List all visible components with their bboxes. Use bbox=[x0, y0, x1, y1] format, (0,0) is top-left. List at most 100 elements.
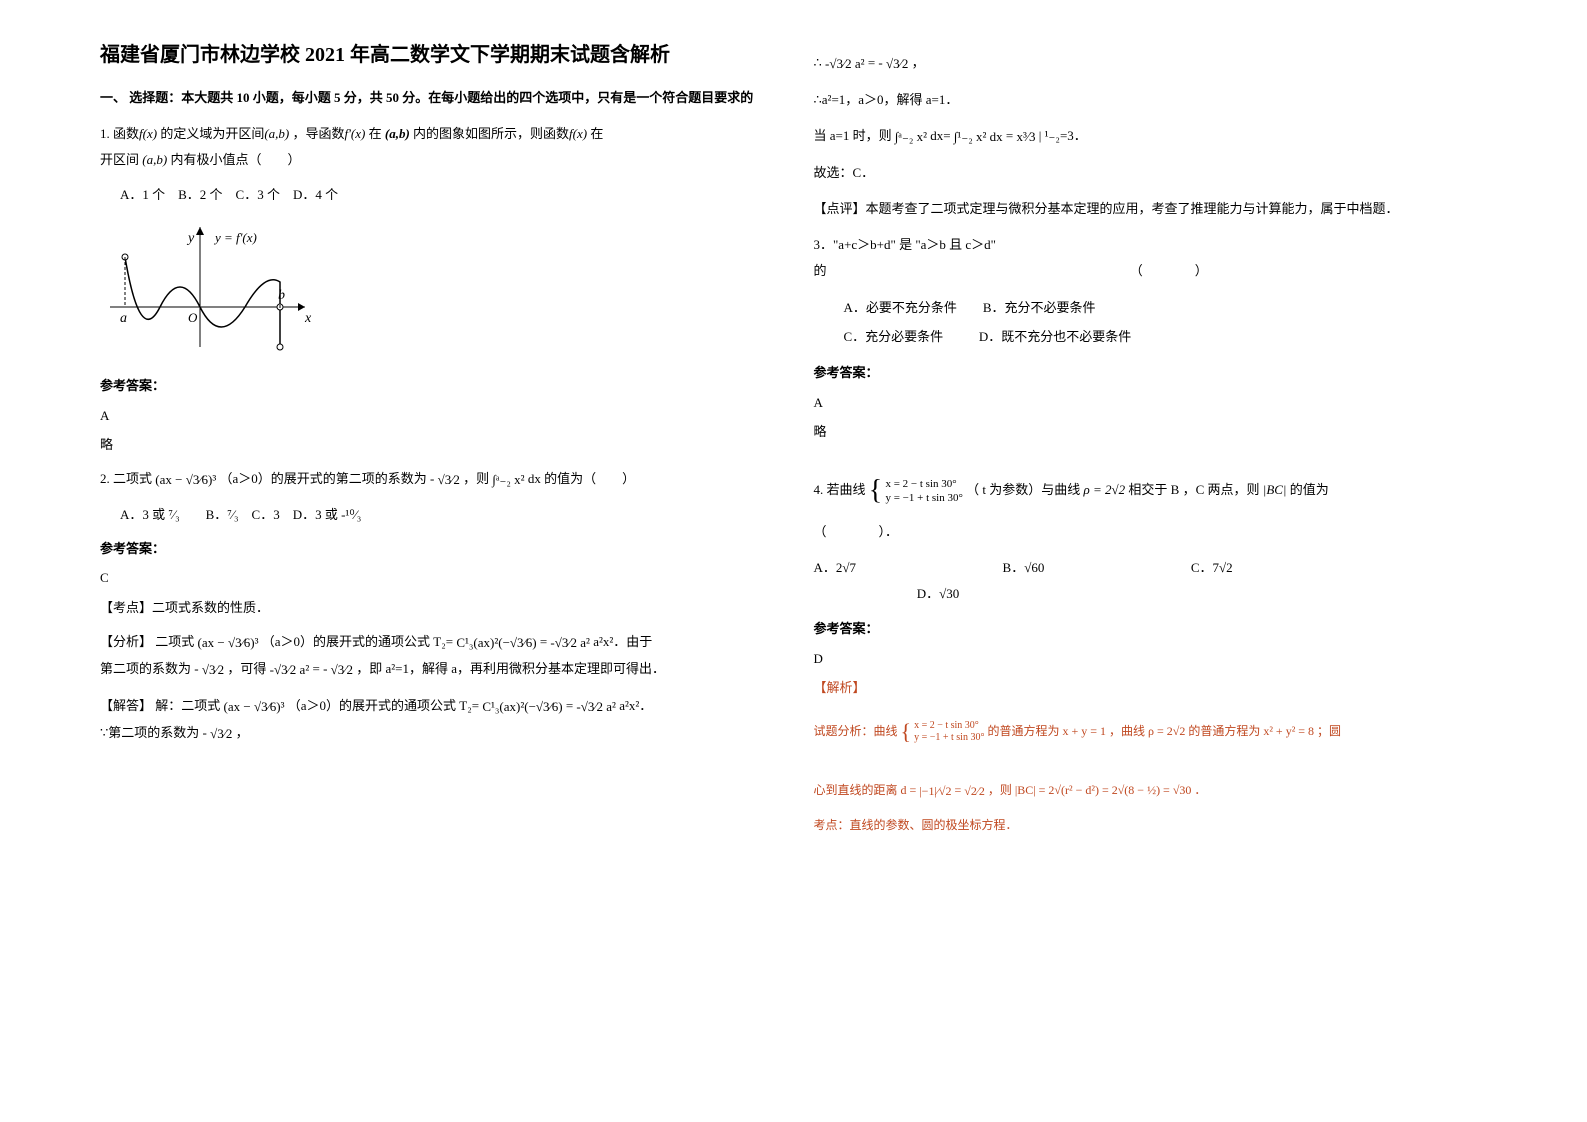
svg-text:y = f'(x): y = f'(x) bbox=[213, 230, 257, 245]
q2-ana-l2d: ，即 a²=1，解得 a，再利用微积分基本定理即可得出． bbox=[356, 661, 665, 676]
q1-text-2: ，导函数 bbox=[293, 126, 345, 141]
q2-solve-f1: (ax − √3⁄6)³ bbox=[224, 694, 285, 720]
q4-answer: D bbox=[814, 647, 1488, 670]
q1-fx-1: f(x) bbox=[139, 126, 157, 141]
col2-line1: ∴ -√3⁄2 a² = - √3⁄2 ， bbox=[814, 50, 1488, 77]
col2-commentary: 【点评】本题考查了二项式定理与微积分基本定理的应用，考查了推理能力与计算能力，属… bbox=[814, 196, 1488, 222]
q2-ana-f3: -√3⁄2 a² bbox=[550, 630, 590, 656]
q4-choice-d: D．√30 bbox=[917, 586, 960, 601]
q4-prefix: 4. 若曲线 bbox=[814, 482, 869, 497]
q2-integral-tail: dx 的值为（ ） bbox=[528, 471, 635, 486]
c2-l3b: dx= bbox=[930, 128, 954, 143]
q4-choice-c: C．7√2 bbox=[1191, 560, 1233, 575]
q2-ana-f2: C¹₃(ax)²(−√3⁄6) bbox=[456, 630, 536, 656]
q2-since-f: √3⁄2 bbox=[210, 721, 232, 747]
q1-text-1: 的定义域为开区间 bbox=[160, 126, 264, 141]
q2-tail: ，则 bbox=[463, 471, 492, 486]
q1-answer-label: 参考答案： bbox=[100, 374, 774, 397]
q2-analysis-label: 【分析】 bbox=[100, 634, 152, 649]
q4-choice-b: B．√60 bbox=[1003, 560, 1045, 575]
c2-l3c: = bbox=[1006, 128, 1017, 143]
q2-answer: C bbox=[100, 566, 774, 589]
q2-prefix: 2. 二项式 bbox=[100, 471, 155, 486]
q4-choice-a: A．2√7 bbox=[814, 560, 857, 575]
q4-ana-1: 试题分析：曲线 bbox=[814, 723, 901, 737]
q4-analysis: 试题分析：曲线 { x = 2 − t sin 30° y = −1 + t s… bbox=[814, 710, 1488, 803]
q4-paren: （ ）． bbox=[814, 524, 899, 539]
q1-fpx: f'(x) bbox=[345, 126, 366, 141]
q4-mid1: （ t 为参数）与曲线 bbox=[966, 482, 1083, 497]
q2-choices: A．3 或 ⁷⁄₃ B．⁷⁄₃ C．3 D．3 或 -¹⁰⁄₃ bbox=[120, 503, 774, 526]
svg-text:x: x bbox=[304, 311, 312, 326]
q4-ana-3f2: √2⁄2 bbox=[964, 779, 985, 803]
q2-ana-l2a: 第二项的系数为 - bbox=[100, 661, 202, 676]
q2-ana-l2-f1: √3⁄2 bbox=[202, 657, 224, 683]
q4-ana-eq2: y = −1 + t sin 30° bbox=[914, 732, 984, 743]
q2-ana-1: 二项式 bbox=[155, 634, 197, 649]
left-column: 福建省厦门市林边学校 2021 年高二数学文下学期期末试题含解析 一、 选择题：… bbox=[80, 40, 794, 1082]
question-2: 2. 二项式 (ax − √3⁄6)³ （a＞0）的展开式的第二项的系数为 - … bbox=[100, 466, 774, 493]
q3-choice-b: B．充分不必要条件 bbox=[983, 300, 1096, 315]
q4-ana-eq1: x = 2 − t sin 30° bbox=[914, 720, 979, 731]
q1-brief: 略 bbox=[100, 433, 774, 456]
q1-ab-3: (a,b) bbox=[142, 152, 167, 167]
q2-answer-label: 参考答案： bbox=[100, 537, 774, 560]
col2-line4: 故选：C． bbox=[814, 160, 1488, 186]
svg-text:b: b bbox=[278, 288, 285, 303]
q4-mid2: 相交于 B ，C 两点，则 bbox=[1128, 482, 1262, 497]
q2-solve-4: a²x²． bbox=[619, 698, 652, 713]
q3-text2: 的 bbox=[814, 263, 827, 278]
q1-line2-1: 内有极小值点（ ） bbox=[170, 152, 300, 167]
q2-ana-l2b: ，可得 bbox=[227, 661, 269, 676]
col2-line3: 当 a=1 时，则 ∫ᵃ₋₂ x² dx= ∫¹₋₂ x² dx = x³⁄3 … bbox=[814, 123, 1488, 150]
q4-choices: A．2√7 B．√60 C．7√2 D．√30 bbox=[814, 555, 1488, 607]
q2-ana-3: = bbox=[540, 634, 551, 649]
document-title: 福建省厦门市林边学校 2021 年高二数学文下学期期末试题含解析 bbox=[100, 40, 774, 70]
q3-paren: （ ） bbox=[1130, 258, 1208, 284]
q3-text: 3．"a+c＞b+d" 是 "a＞b 且 c＞d" bbox=[814, 232, 1488, 258]
c2-l3-f1: ∫ᵃ₋₂ x² bbox=[895, 124, 927, 150]
q3-answer-label: 参考答案： bbox=[814, 361, 1488, 384]
q2-solve-f3: -√3⁄2 a² bbox=[576, 694, 616, 720]
q2-ana-4: a²x²．由于 bbox=[593, 634, 652, 649]
q2-mid: （a＞0）的展开式的第二项的系数为 - bbox=[219, 471, 437, 486]
q4-ana-3c: ，则 |BC| = 2√(r² − d²) = 2√(8 − ½) = √30 … bbox=[988, 783, 1207, 797]
q2-solve-label: 【解答】 bbox=[100, 698, 152, 713]
q1-ab-2: (a,b) bbox=[385, 126, 410, 141]
q4-analysis-label: 【解析】 bbox=[814, 676, 1488, 699]
q1-ab-1: (a,b) bbox=[264, 126, 289, 141]
q2-solve-1: 解：二项式 bbox=[155, 698, 223, 713]
q3-answer: A bbox=[814, 391, 1488, 414]
question-3: 3．"a+c＞b+d" 是 "a＞b 且 c＞d" 的 （ ） bbox=[814, 232, 1488, 284]
q4-ana-brace: { x = 2 − t sin 30° y = −1 + t sin 30° bbox=[901, 710, 985, 754]
q2-solve-f2: C¹₃(ax)²(−√3⁄6) bbox=[482, 694, 562, 720]
q1-fx-2: f(x) bbox=[569, 126, 587, 141]
q2-solve-2: （a＞0）的展开式的通项公式 T₂= bbox=[288, 698, 483, 713]
q4-bc: |BC| bbox=[1263, 482, 1287, 497]
c2-l3-f2: ∫¹₋₂ x² dx bbox=[954, 124, 1003, 150]
question-4: 4. 若曲线 { x = 2 − t sin 30° y = −1 + t si… bbox=[814, 463, 1488, 545]
q4-eq1: x = 2 − t sin 30° bbox=[885, 478, 956, 490]
svg-text:O: O bbox=[188, 310, 198, 325]
q2-solve: 【解答】 解：二项式 (ax − √3⁄6)³ （a＞0）的展开式的通项公式 T… bbox=[100, 693, 774, 747]
q2-ana-f1: (ax − √3⁄6)³ bbox=[198, 630, 259, 656]
q2-integral: ∫ᵃ₋₂ x² bbox=[492, 467, 524, 493]
c2-l1-f1: -√3⁄2 a² bbox=[825, 51, 865, 77]
q3-choices: A．必要不充分条件 B．充分不必要条件 C．充分必要条件 D．既不充分也不必要条… bbox=[844, 294, 1488, 351]
col2-line2: ∴a²=1，a＞0，解得 a=1． bbox=[814, 87, 1488, 113]
q2-formula-1: (ax − √3⁄6)³ bbox=[155, 467, 216, 493]
q4-brace: { x = 2 − t sin 30° y = −1 + t sin 30° bbox=[869, 463, 963, 519]
c2-l1a: ∴ bbox=[814, 55, 826, 70]
q3-choice-d: D．既不充分也不必要条件 bbox=[979, 329, 1131, 344]
q1-graph: y x a b O y = f'(x) bbox=[100, 217, 774, 364]
svg-text:y: y bbox=[186, 231, 195, 246]
q4-ana-3a: 心到直线的距离 d = bbox=[814, 783, 920, 797]
q1-text-3: 在 bbox=[369, 126, 385, 141]
q1-line2-0: 开区间 bbox=[100, 152, 142, 167]
c2-l3-f3: x³⁄3 bbox=[1016, 124, 1035, 150]
q2-solve-3: = bbox=[566, 698, 577, 713]
q2-ana-l2c: = - bbox=[312, 661, 330, 676]
q2-point: 【考点】二项式系数的性质． bbox=[100, 596, 774, 619]
q4-rho: ρ = 2√2 bbox=[1084, 482, 1126, 497]
q4-ana-3b: = bbox=[954, 783, 964, 797]
